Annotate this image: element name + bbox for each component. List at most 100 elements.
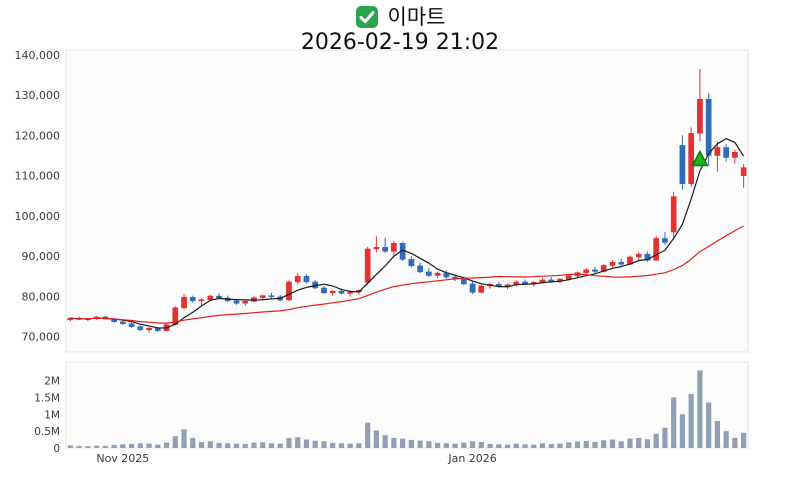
volume-bar: [233, 443, 240, 448]
volume-bar: [671, 397, 677, 448]
candle-down: [268, 295, 275, 298]
volume-bar: [417, 440, 423, 448]
volume-bar: [111, 444, 117, 448]
volume-tick-label: 2M: [44, 376, 60, 388]
volume-bar: [452, 443, 458, 448]
candle-up: [635, 253, 642, 258]
candle-up: [259, 295, 266, 298]
volume-bar: [295, 437, 301, 448]
volume-bar: [601, 440, 607, 448]
checkmark-icon: [355, 5, 379, 29]
volume-bar: [207, 441, 213, 448]
volume-bar: [627, 438, 633, 448]
volume-bar: [531, 444, 537, 448]
candle-up: [207, 295, 214, 300]
candle-down: [189, 296, 196, 302]
price-tick-label: 140,000: [15, 49, 61, 62]
volume-bar: [391, 437, 397, 448]
volume-bar: [181, 429, 187, 448]
volume-bar: [697, 370, 703, 448]
candle-down: [216, 295, 222, 299]
candle-up: [329, 290, 336, 294]
volume-bar: [321, 441, 327, 448]
candle-up: [478, 285, 485, 293]
volume-bar: [373, 430, 379, 448]
candle-up: [347, 291, 354, 294]
volume-bar: [706, 402, 712, 448]
candle-down: [303, 276, 310, 283]
candle-up: [181, 296, 187, 308]
volume-tick-label: 0.5M: [34, 426, 60, 438]
chart-title-row: 이마트: [0, 3, 800, 31]
candle-down: [408, 259, 415, 267]
x-tick-label: Jan 2026: [447, 452, 496, 465]
volume-bar: [128, 443, 135, 448]
candle-up: [565, 275, 572, 280]
volume-bar: [277, 443, 283, 448]
candle-up: [609, 261, 616, 266]
volume-bar: [741, 432, 747, 448]
candle-up: [286, 281, 292, 301]
candle-up: [198, 299, 205, 302]
volume-bar: [216, 442, 222, 448]
price-tick-label: 100,000: [15, 210, 61, 223]
candle-down: [417, 265, 423, 273]
volume-tick-label: 1.5M: [34, 392, 60, 404]
volume-bar: [312, 440, 318, 448]
volume-bar: [732, 437, 738, 448]
volume-bar: [618, 441, 624, 448]
candle-up: [697, 98, 703, 134]
volume-bar: [496, 444, 502, 448]
candle-up: [242, 301, 249, 304]
volume-bar: [155, 444, 161, 448]
candle-down: [119, 321, 126, 325]
volume-bar: [469, 441, 476, 448]
candle-up: [583, 269, 590, 273]
price-tick-label: 130,000: [15, 89, 61, 102]
volume-bar: [94, 445, 100, 448]
price-tick-label: 90,000: [22, 250, 61, 263]
volume-bar: [574, 441, 581, 448]
volume-bar: [400, 438, 406, 448]
candle-down: [128, 323, 135, 327]
x-tick-label: Nov 2025: [96, 452, 149, 465]
volume-bar: [513, 443, 519, 448]
candle-down: [321, 287, 327, 294]
price-panel: [65, 49, 749, 353]
candle-down: [644, 253, 651, 261]
volume-bar: [435, 442, 441, 448]
volume-bar: [557, 443, 563, 448]
price-y-axis: 140,000 130,000 120,000 110,000 100,000 90,00…: [15, 49, 61, 344]
volume-bar: [443, 443, 449, 448]
candle-up: [688, 133, 695, 184]
volume-bar: [382, 435, 388, 448]
volume-bar: [504, 444, 511, 448]
candle-down: [154, 327, 161, 331]
volume-bar: [172, 436, 178, 448]
volume-bar: [330, 442, 336, 448]
volume-bar: [592, 441, 598, 448]
volume-bar: [522, 444, 528, 448]
volume-bar: [76, 445, 82, 448]
candle-down: [469, 283, 476, 293]
volume-bar: [356, 443, 362, 448]
candle-up: [740, 167, 747, 176]
candle-down: [426, 271, 432, 276]
candle-up: [732, 152, 738, 158]
volume-bar: [163, 442, 170, 448]
price-tick-label: 70,000: [22, 331, 61, 344]
volume-y-axis: 2M 1.5M 1M 0.5M 0: [34, 376, 60, 455]
volume-bar: [190, 437, 196, 448]
volume-bar: [548, 443, 554, 448]
volume-bar: [662, 427, 668, 448]
candle-down: [618, 261, 625, 265]
volume-bar: [242, 443, 248, 448]
volume-bar: [583, 440, 589, 448]
volume-bar: [146, 443, 152, 448]
candle-down: [705, 98, 712, 156]
volume-bar: [286, 437, 292, 448]
volume-bar: [102, 445, 108, 448]
candle-down: [548, 279, 555, 282]
price-tick-label: 80,000: [22, 290, 61, 303]
